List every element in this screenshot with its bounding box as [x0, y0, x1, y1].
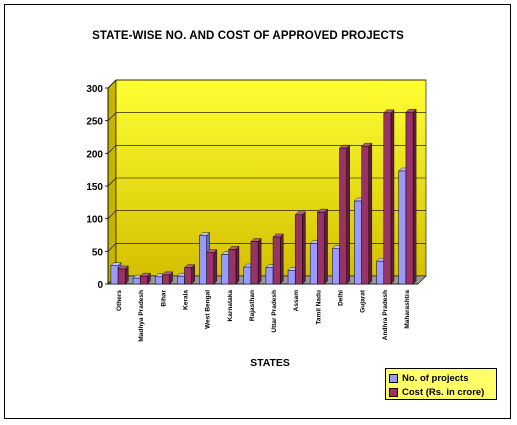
- bar-projects: [199, 235, 207, 285]
- bar-cost: [117, 268, 126, 285]
- bar-cost: [184, 267, 192, 285]
- bar-cost-side: [346, 144, 350, 285]
- x-tick-label: Maharashtra: [404, 290, 411, 329]
- bar-projects: [354, 200, 362, 285]
- bar-cost-side: [368, 142, 373, 285]
- x-tick-label: Delhi: [338, 290, 345, 306]
- bar-projects: [243, 266, 252, 285]
- bar-cost-side: [412, 108, 417, 285]
- bar-projects: [309, 243, 318, 285]
- gridline-side: [107, 145, 117, 154]
- bar-cost-side: [257, 238, 262, 285]
- x-axis-title: STATES: [250, 357, 290, 369]
- bar-projects: [287, 270, 296, 285]
- bar-projects: [221, 254, 230, 285]
- chart-title: STATE-WISE NO. AND COST OF APPROVED PROJ…: [92, 30, 404, 42]
- bar-cost-side: [280, 233, 284, 285]
- bar-cost-side: [302, 211, 306, 285]
- x-tick-label: Gujarat: [360, 289, 367, 313]
- x-tick-label: Rajasthan: [249, 290, 256, 321]
- x-tick-label: Uttar Pradesh: [271, 290, 278, 333]
- x-tick-label: Bihar: [160, 290, 167, 307]
- bar-projects: [376, 260, 385, 285]
- bar-cost-side: [235, 245, 240, 285]
- bar-cost: [361, 145, 370, 285]
- legend-swatch-projects: [389, 373, 398, 383]
- bar-cost-side: [324, 208, 328, 285]
- bar-cost-side: [213, 249, 218, 285]
- y-tick-label: 50: [92, 247, 104, 258]
- gridline-side: [107, 79, 117, 89]
- bar-cost: [294, 214, 303, 285]
- y-tick-label: 300: [86, 84, 103, 95]
- y-tick-label: 250: [86, 117, 103, 128]
- bar-cost: [162, 274, 170, 285]
- x-tick-label: Assam: [293, 290, 300, 312]
- bar-cost: [250, 241, 259, 285]
- bar-cost: [206, 252, 215, 285]
- x-tick-label: Tamil Nadu: [315, 290, 322, 325]
- bar-cost: [228, 249, 237, 285]
- gridline-side: [107, 243, 117, 252]
- y-tick-label: 100: [86, 215, 103, 226]
- bar-cost: [383, 112, 392, 285]
- x-tick-label: Others: [116, 290, 123, 311]
- gridline-side: [107, 112, 117, 121]
- bar-cost: [272, 236, 281, 285]
- bar-projects: [177, 275, 185, 285]
- legend-label-projects: No. of projects: [402, 372, 469, 384]
- chart-legend: No. of projects Cost (Rs. in crore): [385, 368, 497, 400]
- bar-cost-side: [390, 109, 395, 285]
- bar-projects: [132, 277, 141, 285]
- bar-cost: [139, 275, 148, 285]
- bar-projects: [265, 267, 274, 285]
- bar-cost-side: [191, 264, 195, 285]
- y-tick-label: 150: [86, 182, 103, 193]
- x-tick-label: Karnataka: [227, 290, 234, 322]
- bar-cost: [405, 111, 414, 285]
- x-tick-label: West Bengal: [205, 290, 212, 329]
- x-tick-label: Kerala: [183, 290, 190, 310]
- bar-projects: [332, 248, 340, 285]
- x-tick-label: Madhya Pradesh: [138, 290, 145, 342]
- bar-projects: [398, 170, 407, 285]
- bar-projects: [154, 276, 163, 285]
- legend-item-projects: No. of projects: [389, 371, 493, 385]
- gridline-side: [107, 177, 117, 187]
- bar-cost: [317, 211, 325, 285]
- y-tick-label: 200: [86, 149, 103, 160]
- gridline-side: [107, 210, 117, 219]
- x-tick-label: Andhra Pradesh: [382, 290, 389, 340]
- bar-projects: [110, 265, 119, 285]
- legend-item-cost: Cost (Rs. in crore): [389, 385, 493, 399]
- y-tick-label: 0: [97, 280, 103, 291]
- legend-swatch-cost: [389, 387, 398, 397]
- legend-label-cost: Cost (Rs. in crore): [402, 386, 485, 398]
- bar-cost: [339, 147, 347, 285]
